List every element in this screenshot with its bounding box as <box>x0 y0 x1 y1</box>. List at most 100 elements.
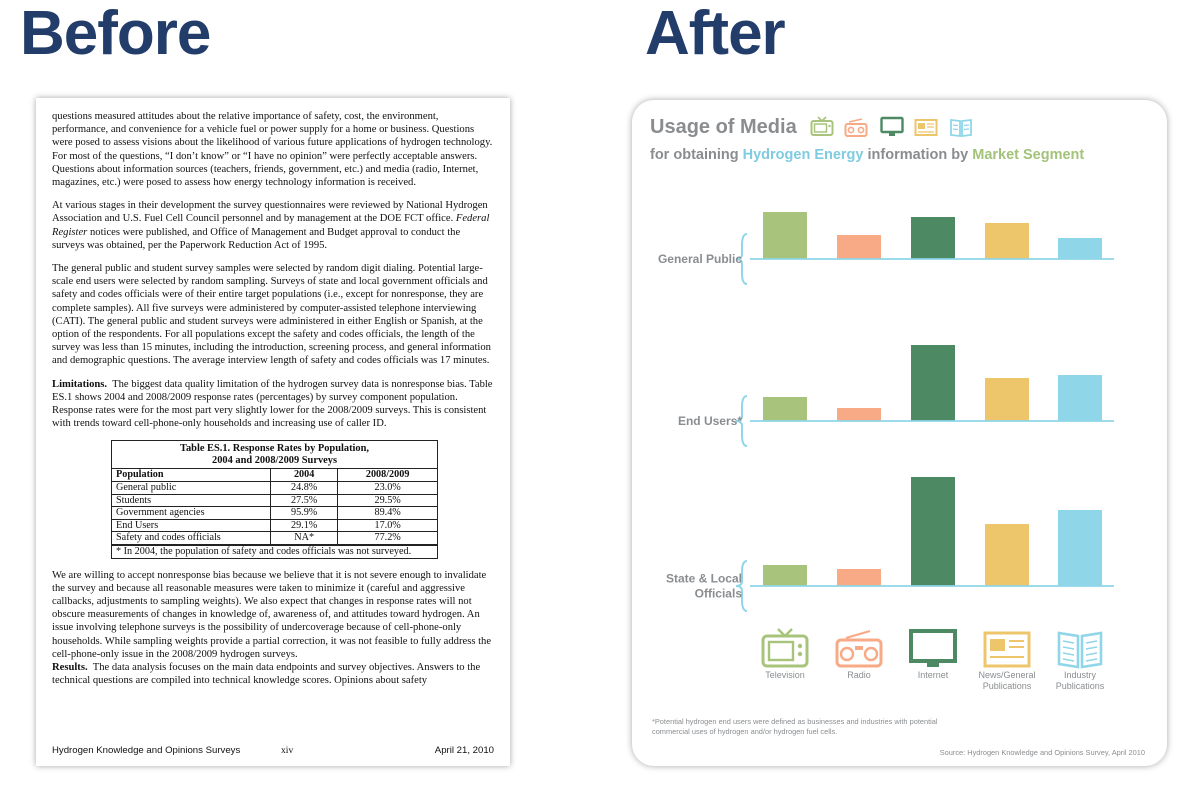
table-cell: 89.4% <box>337 506 437 520</box>
book-line <box>1085 640 1098 644</box>
book-icon <box>950 118 972 138</box>
response-rate-table: Table ES.1. Response Rates by Population… <box>111 440 438 559</box>
legend-label: Industry <box>1064 670 1097 680</box>
document-page: questions measured attitudes about the r… <box>36 98 510 766</box>
table-row: End Users 29.1% 17.0% <box>112 518 437 533</box>
infographic-title: Usage of Media <box>650 116 797 138</box>
results-heading: Results. <box>52 662 88 674</box>
table-cell: Government agencies <box>112 506 271 520</box>
table-header: 2004 <box>269 469 339 483</box>
legend-label: Publications <box>983 681 1032 691</box>
table-row: General public 24.8% 23.0% <box>112 481 437 495</box>
tv-icon <box>761 634 809 668</box>
bar <box>985 378 1029 421</box>
footer-left: Hydrogen Knowledge and Opinions Surveys <box>52 745 241 756</box>
segment-label: General Public <box>658 252 742 266</box>
table-cell: NA* <box>269 531 339 546</box>
subtitle-highlight-segment: Market Segment <box>972 147 1085 163</box>
book-line <box>1085 646 1098 650</box>
table-cell: 29.5% <box>337 493 437 508</box>
subtitle-text: for obtaining <box>650 147 743 163</box>
before-heading: Before <box>20 0 211 68</box>
radio-speaker <box>839 646 855 662</box>
bar <box>1058 375 1102 421</box>
segment-label: Officials <box>695 587 743 601</box>
bar <box>911 345 955 421</box>
radio-icon <box>835 638 883 668</box>
radio-icon <box>844 118 868 137</box>
tv-knob <box>797 643 803 649</box>
book-line <box>1085 652 1098 656</box>
bar <box>911 217 955 259</box>
book-line <box>1062 640 1075 644</box>
bar <box>985 524 1029 586</box>
infographic-card: Usage of Media f <box>632 100 1167 766</box>
results-text: The data analysis focuses on the main da… <box>52 662 481 687</box>
footer-date: April 21, 2010 <box>434 745 494 756</box>
table-cell: 24.8% <box>269 481 339 495</box>
table-cell: 77.2% <box>337 531 437 546</box>
footnote: *Potential hydrogen end users were defin… <box>652 717 938 737</box>
bar <box>1058 510 1102 586</box>
table-header-row: Population 2004 2008/2009 <box>112 469 437 483</box>
bar <box>837 408 881 421</box>
review-text-a: At various stages in their development t… <box>52 200 488 225</box>
brace <box>735 395 748 447</box>
table-header: Population <box>112 469 271 483</box>
bar <box>985 223 1029 259</box>
book-line <box>1062 658 1075 662</box>
legend-label: Radio <box>847 670 871 680</box>
book-icon <box>1057 631 1080 669</box>
footnote-line: commercial uses of hydrogen and/or hydro… <box>652 727 838 736</box>
limitations-heading: Limitations. <box>52 378 108 390</box>
table-cell: 29.1% <box>269 518 339 533</box>
paragraph-results: Results. The data analysis focuses on th… <box>52 661 494 687</box>
table-cell: 95.9% <box>269 506 339 520</box>
bar <box>763 397 807 421</box>
monitor-icon <box>909 629 957 663</box>
table-cell: Safety and codes officials <box>112 531 271 546</box>
brace <box>735 233 748 285</box>
radio-speaker <box>863 646 879 662</box>
paragraph-nonresponse: We are willing to accept nonresponse bia… <box>52 569 492 660</box>
paragraph-samples: The general public and student survey sa… <box>52 263 491 367</box>
monitor-stand <box>927 663 939 667</box>
monitor-icon <box>880 116 904 136</box>
bar <box>763 565 807 586</box>
table-row: Students 27.5% 29.5% <box>112 493 437 508</box>
limitations-text: The biggest data quality limitation of t… <box>52 378 493 430</box>
bar <box>837 569 881 586</box>
after-heading: After <box>645 0 786 68</box>
tv-icon <box>810 116 834 136</box>
brace <box>735 560 748 612</box>
source-note: Source: Hydrogen Knowledge and Opinions … <box>939 748 1145 757</box>
tv-knob <box>797 651 803 657</box>
newspaper-icon <box>983 631 1031 668</box>
infographic-subtitle: for obtaining Hydrogen Energy informatio… <box>650 147 1084 163</box>
book-line <box>1085 658 1098 662</box>
newspaper-icon <box>914 119 938 136</box>
subtitle-highlight-hydrogen: Hydrogen Energy <box>742 147 864 163</box>
table-title-line: 2004 and 2008/2009 Surveys <box>212 455 337 467</box>
paragraph-review: At various stages in their development t… <box>52 199 494 252</box>
table-note: * In 2004, the population of safety and … <box>112 545 437 558</box>
table-cell: End Users <box>112 518 271 533</box>
newspaper-photo <box>990 639 1005 651</box>
bar <box>911 477 955 586</box>
media-usage-chart: General Public End Users* State & LocalOff… <box>658 212 1114 691</box>
table-cell: 27.5% <box>269 493 339 508</box>
legend-label: Publications <box>1056 681 1105 691</box>
document-body: questions measured attitudes about the r… <box>52 110 494 697</box>
segment-label: State & Local <box>666 572 742 586</box>
legend-label: News/General <box>978 670 1035 680</box>
segment-label: End Users* <box>678 414 742 428</box>
federal-register-text: Federal Register <box>52 213 490 238</box>
radio-tuner <box>855 646 863 650</box>
paragraph-limitations: Limitations. The biggest data quality li… <box>52 378 494 431</box>
radio-antenna <box>845 629 871 640</box>
table-row: Government agencies 95.9% 89.4% <box>112 506 437 520</box>
table-cell: General public <box>112 481 271 495</box>
table-title-line: Table ES.1. Response Rates by Population… <box>180 443 369 455</box>
table-cell: 17.0% <box>337 518 437 533</box>
book-line <box>1062 652 1075 656</box>
